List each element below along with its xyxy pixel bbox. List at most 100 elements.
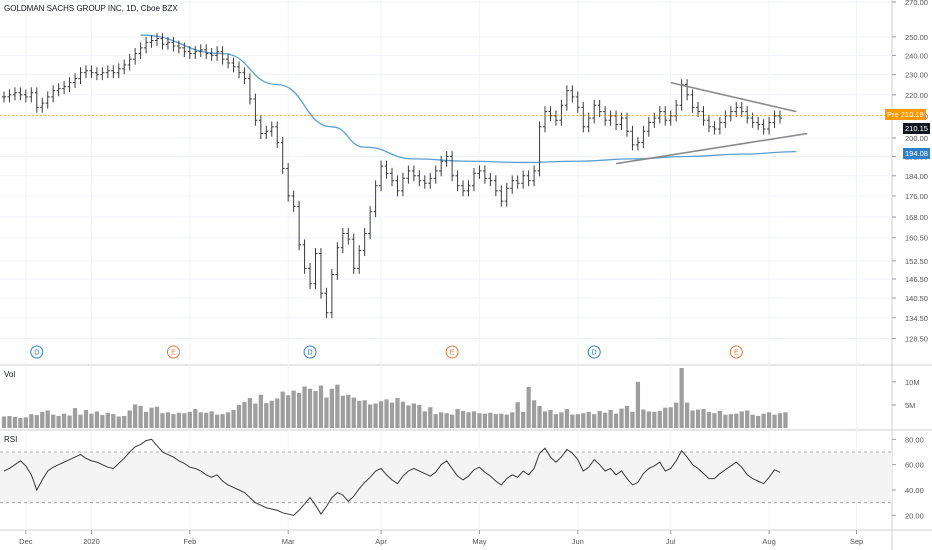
- price-bar: [466, 180, 471, 197]
- pre-market-badge: Pre 210.19: [885, 109, 926, 121]
- volume-bar: [78, 414, 83, 428]
- event-marker[interactable]: D: [30, 345, 44, 359]
- price-bar: [559, 99, 564, 126]
- price-bar: [100, 67, 105, 81]
- volume-bar: [531, 400, 537, 428]
- volume-bar: [193, 409, 198, 428]
- volume-bar: [717, 410, 723, 428]
- price-bar: [543, 106, 548, 133]
- price-bar: [324, 287, 329, 319]
- event-marker[interactable]: D: [587, 345, 601, 359]
- price-bar: [384, 160, 389, 179]
- price-bar: [56, 83, 61, 97]
- price-bar: [471, 167, 476, 192]
- price-bar: [12, 87, 17, 101]
- volume-bar: [89, 413, 94, 428]
- price-bar: [351, 233, 356, 274]
- volume-bar: [400, 401, 406, 428]
- event-marker[interactable]: E: [445, 345, 459, 359]
- price-bar: [767, 117, 772, 135]
- volume-bar: [100, 415, 105, 428]
- volume-bar: [204, 412, 209, 428]
- last-price-badge: 210.15: [903, 123, 930, 134]
- time-tick-label: Mar: [282, 537, 295, 546]
- price-bar: [346, 228, 351, 245]
- price-bar: [488, 172, 493, 187]
- trendline: [615, 132, 808, 165]
- price-bar: [510, 175, 515, 194]
- volume-bar: [242, 402, 247, 428]
- event-marker[interactable]: E: [729, 345, 743, 359]
- volume-bars: [1, 368, 788, 428]
- volume-bar: [597, 410, 602, 428]
- volume-bar: [433, 414, 438, 428]
- price-bar: [78, 67, 83, 85]
- price-bar: [275, 121, 280, 149]
- price-bar: [641, 125, 646, 149]
- price-tick-label: 250.00: [905, 33, 928, 42]
- price-bar: [171, 36, 176, 52]
- rsi-tick-label: 40.00: [905, 486, 924, 495]
- price-bar: [198, 44, 203, 58]
- price-bar: [215, 46, 220, 61]
- price-bar: [144, 36, 149, 54]
- volume-bar: [351, 397, 356, 428]
- volume-bar: [143, 411, 149, 428]
- volume-bar: [695, 409, 701, 428]
- price-bar: [67, 77, 72, 93]
- price-bar: [477, 165, 482, 179]
- event-marker[interactable]: D: [303, 345, 317, 359]
- price-bar: [127, 53, 132, 71]
- price-bar: [373, 180, 378, 218]
- volume-bar: [335, 384, 340, 428]
- price-bar: [116, 63, 121, 79]
- price-bar: [417, 170, 422, 187]
- volume-bar: [346, 394, 351, 428]
- price-bar: [581, 101, 586, 133]
- price-bar: [433, 165, 438, 184]
- price-pane[interactable]: [0, 0, 892, 365]
- event-marker[interactable]: E: [166, 345, 180, 359]
- price-bar: [646, 117, 651, 137]
- price-bar: [652, 112, 657, 128]
- price-bar: [155, 33, 160, 46]
- event-circle: [303, 345, 317, 359]
- price-tick-label: 134.50: [905, 314, 928, 323]
- volume-bar: [630, 411, 635, 428]
- price-bar: [745, 106, 750, 124]
- price-bar: [165, 36, 170, 50]
- price-bar: [690, 89, 695, 113]
- price-axis[interactable]: 128.50 134.50 140.50 146.50 152.50 160.50 168.…: [892, 0, 928, 343]
- ma-value-badge: 194.08: [903, 148, 930, 159]
- moving-average: [140, 34, 797, 164]
- volume-bar: [428, 407, 433, 428]
- price-bar: [455, 170, 460, 192]
- price-bar: [390, 167, 394, 187]
- volume-bar: [772, 414, 777, 428]
- time-axis[interactable]: Dec2020FebMarAprMayJunJulAugSepOct: [19, 530, 932, 546]
- price-bar: [723, 110, 728, 128]
- volume-bar: [318, 385, 324, 428]
- price-bar: [712, 121, 717, 135]
- trendlines[interactable]: [615, 81, 808, 165]
- rsi-tick-label: 20.00: [905, 511, 924, 520]
- ma-curve: [140, 34, 797, 164]
- price-bar: [2, 91, 6, 103]
- price-bar: [335, 242, 340, 280]
- volume-bar: [723, 414, 728, 428]
- price-tick-label: 128.50: [905, 334, 928, 343]
- price-bar: [685, 79, 690, 101]
- price-bar: [62, 81, 67, 95]
- time-tick-label: May: [472, 537, 486, 546]
- volume-bar: [684, 402, 690, 428]
- volume-bar: [122, 416, 127, 428]
- volume-bar: [225, 412, 231, 428]
- event-label: E: [171, 350, 176, 357]
- volume-bar: [592, 414, 597, 428]
- event-label: D: [307, 350, 312, 357]
- price-bar: [318, 248, 323, 299]
- volume-bar: [340, 395, 345, 428]
- price-bar: [149, 35, 154, 48]
